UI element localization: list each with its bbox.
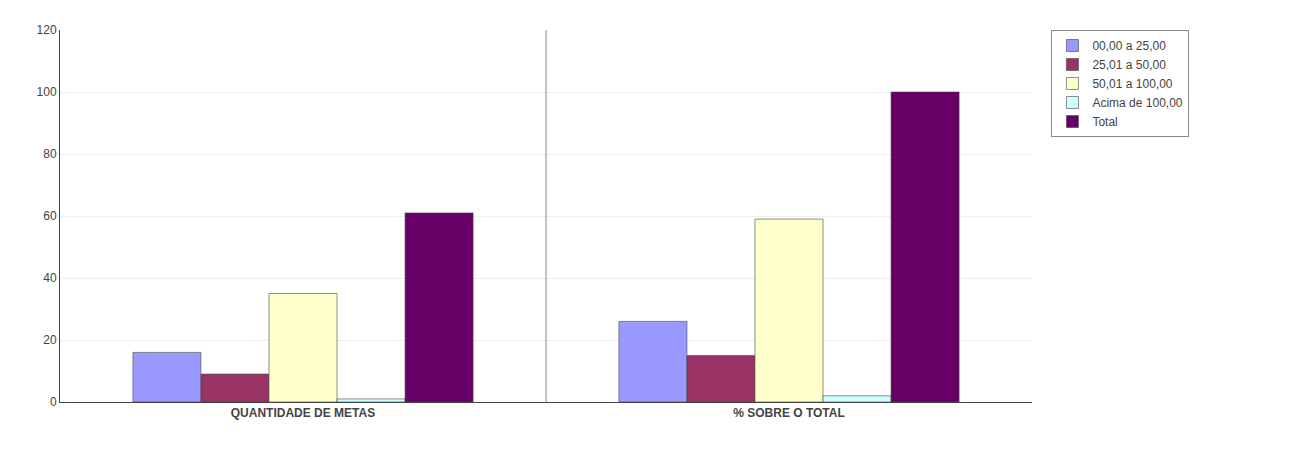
svg-text:60: 60 — [43, 209, 57, 223]
svg-text:50,01 a 100,00: 50,01 a 100,00 — [1092, 77, 1172, 91]
svg-text:80: 80 — [43, 147, 57, 161]
svg-text:120: 120 — [37, 23, 57, 37]
svg-text:QUANTIDADE DE METAS: QUANTIDADE DE METAS — [231, 406, 375, 420]
svg-text:100: 100 — [37, 85, 57, 99]
svg-text:00,00 a 25,00: 00,00 a 25,00 — [1092, 39, 1166, 53]
svg-text:25,01 a 50,00: 25,01 a 50,00 — [1092, 58, 1166, 72]
svg-text:Total: Total — [1092, 115, 1117, 129]
svg-text:40: 40 — [43, 271, 57, 285]
svg-text:0: 0 — [50, 395, 57, 409]
svg-text:% SOBRE O TOTAL: % SOBRE O TOTAL — [733, 406, 845, 420]
svg-text:Acima de 100,00: Acima de 100,00 — [1092, 96, 1182, 110]
svg-text:20: 20 — [43, 333, 57, 347]
